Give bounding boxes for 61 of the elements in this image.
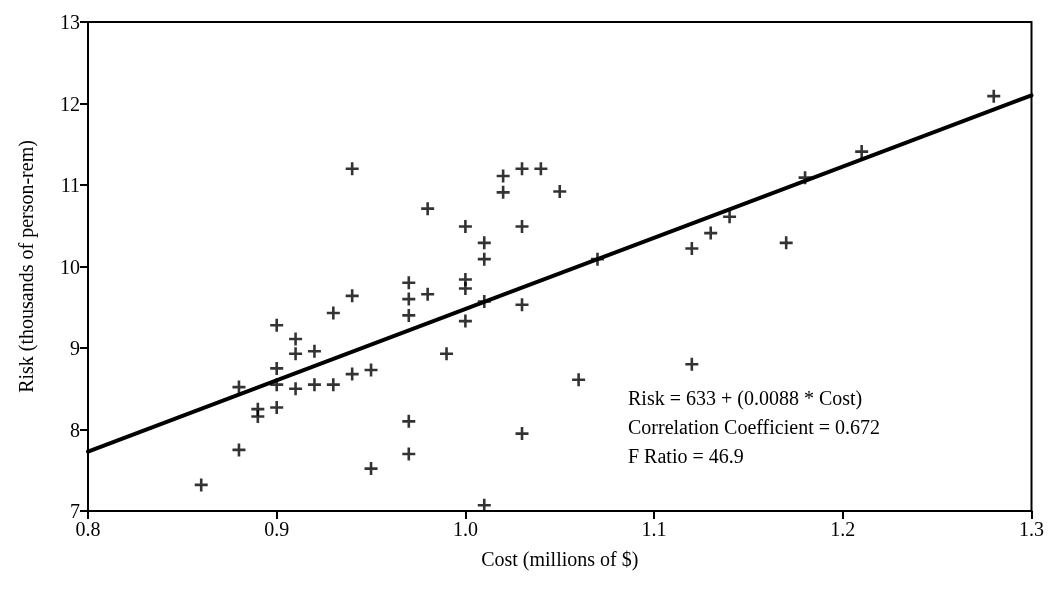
point <box>855 145 869 159</box>
point <box>798 171 812 185</box>
point <box>572 373 586 387</box>
x-tick-label: 1.1 <box>641 518 667 540</box>
point <box>458 282 472 296</box>
point <box>685 242 699 256</box>
point <box>477 295 491 309</box>
point <box>704 226 718 240</box>
point <box>251 409 265 423</box>
point <box>534 162 548 176</box>
point <box>289 382 303 396</box>
point <box>270 378 284 392</box>
point <box>515 220 529 234</box>
point <box>402 414 416 428</box>
point <box>685 357 699 371</box>
point <box>326 306 340 320</box>
point <box>270 318 284 332</box>
point <box>590 252 604 266</box>
point <box>515 162 529 176</box>
y-axis-title: Risk (thousands of person-rem) <box>15 140 38 393</box>
point <box>402 276 416 290</box>
point <box>553 185 567 199</box>
point <box>402 447 416 461</box>
point <box>402 308 416 322</box>
y-tick-label: 8 <box>70 418 80 441</box>
annotation: Risk = 633 + (0.0088 * Cost) <box>628 387 863 410</box>
point <box>987 89 1001 103</box>
point <box>270 361 284 375</box>
annotation: Correlation Coefficient = 0.672 <box>628 416 880 438</box>
point <box>496 185 510 199</box>
y-tick-label: 11 <box>60 174 80 196</box>
y-tick-label: 9 <box>70 337 80 359</box>
point <box>723 210 737 224</box>
point <box>421 287 435 301</box>
y-tick-label: 13 <box>60 11 80 33</box>
point <box>458 314 472 328</box>
point <box>440 347 454 361</box>
point <box>364 462 378 476</box>
x-axis-title: Cost (millions of $) <box>481 548 639 571</box>
x-tick-label: 1.3 <box>1019 518 1044 540</box>
point <box>477 236 491 250</box>
y-tick-label: 10 <box>60 255 80 278</box>
point <box>270 400 284 414</box>
x-tick-label: 1.2 <box>830 518 856 540</box>
point <box>194 478 208 492</box>
x-tick-label: 0.9 <box>264 518 290 540</box>
point <box>515 427 529 441</box>
point <box>458 220 472 234</box>
annotation: F Ratio = 46.9 <box>628 445 744 467</box>
y-tick-label: 12 <box>60 92 80 115</box>
point <box>326 378 340 392</box>
point <box>289 347 303 361</box>
point <box>289 332 303 346</box>
point <box>307 378 321 392</box>
point <box>307 344 321 358</box>
point <box>477 498 491 512</box>
x-tick-label: 1.0 <box>452 518 478 540</box>
point <box>477 252 491 266</box>
point <box>345 162 359 176</box>
point <box>421 202 435 216</box>
point <box>402 292 416 306</box>
